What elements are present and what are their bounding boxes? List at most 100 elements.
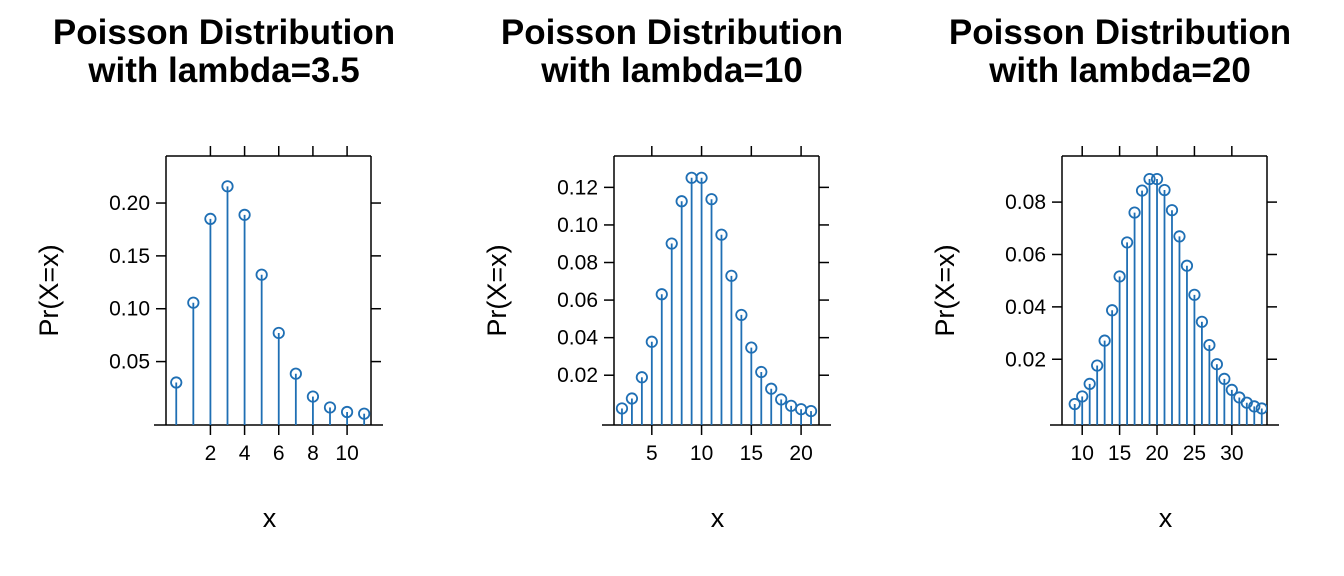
point-x11 xyxy=(358,407,371,420)
x-tick-label: 10 xyxy=(690,442,713,465)
chart-title-line: with lambda=10 xyxy=(540,51,803,90)
point-x18 xyxy=(775,393,788,406)
x-tick-label: 20 xyxy=(1145,442,1168,465)
point-x8 xyxy=(675,195,688,208)
x-tick-label: 30 xyxy=(1220,442,1243,465)
chart-title-line: Poisson Distribution xyxy=(501,13,843,52)
point-x6 xyxy=(655,288,668,301)
point-x16 xyxy=(755,365,768,379)
point-x17 xyxy=(1128,206,1141,219)
chart-title-line: Poisson Distribution xyxy=(53,13,395,52)
x-tick-label: 15 xyxy=(1108,442,1131,465)
point-x4 xyxy=(238,208,251,221)
point-x5 xyxy=(645,335,658,348)
point-x21 xyxy=(1158,183,1171,197)
x-tick-label: 20 xyxy=(789,442,812,465)
x-tick-label: 4 xyxy=(239,442,251,465)
y-tick-label: 0.08 xyxy=(1005,191,1046,214)
x-tick-label: 15 xyxy=(740,442,763,465)
point-x23 xyxy=(1173,230,1186,243)
point-x34 xyxy=(1255,402,1267,415)
point-x30 xyxy=(1225,383,1238,397)
point-x10 xyxy=(340,405,354,419)
point-x16 xyxy=(1120,236,1134,249)
point-x19 xyxy=(1143,172,1156,186)
point-x27 xyxy=(1203,339,1216,352)
point-x17 xyxy=(765,382,778,395)
point-x25 xyxy=(1188,288,1201,301)
y-axis-title: Pr(X=x) xyxy=(34,244,64,336)
point-x13 xyxy=(725,269,738,282)
point-x9 xyxy=(323,401,337,414)
point-x24 xyxy=(1180,259,1194,272)
y-tick-label: 0.10 xyxy=(557,214,598,237)
point-x11 xyxy=(1083,377,1096,390)
point-x3 xyxy=(221,180,234,193)
point-x18 xyxy=(1135,184,1149,197)
y-tick-label: 0.02 xyxy=(1005,348,1046,371)
point-x4 xyxy=(635,371,648,384)
point-x33 xyxy=(1248,400,1261,413)
point-x13 xyxy=(1098,334,1111,347)
point-x2 xyxy=(615,402,629,415)
chart-title-line: with lambda=20 xyxy=(988,51,1251,90)
x-tick-label: 8 xyxy=(307,442,319,465)
y-tick-label: 0.10 xyxy=(109,298,150,321)
y-tick-label: 0.08 xyxy=(557,252,598,275)
data-marks xyxy=(1068,172,1267,425)
point-x0 xyxy=(170,376,183,389)
point-x28 xyxy=(1210,358,1223,371)
x-axis-title: x xyxy=(711,503,725,533)
point-x15 xyxy=(745,341,758,354)
point-x10 xyxy=(1076,390,1089,403)
x-axis-title: x xyxy=(1159,503,1173,533)
point-x1 xyxy=(187,296,200,309)
point-x12 xyxy=(1091,359,1104,372)
x-tick-label: 10 xyxy=(335,442,358,465)
point-x2 xyxy=(204,212,217,225)
point-x6 xyxy=(272,326,285,340)
x-tick-label: 6 xyxy=(273,442,285,465)
y-tick-label: 0.05 xyxy=(109,351,150,374)
y-axis-title: Pr(X=x) xyxy=(482,244,512,336)
point-x7 xyxy=(665,237,678,250)
data-marks xyxy=(170,180,371,425)
x-axis-title: x xyxy=(263,503,277,533)
point-x5 xyxy=(255,268,268,281)
y-tick-label: 0.02 xyxy=(557,364,598,387)
point-x14 xyxy=(1106,304,1119,317)
point-x8 xyxy=(306,390,320,403)
y-tick-label: 0.04 xyxy=(1005,296,1046,319)
point-x14 xyxy=(735,308,748,322)
y-tick-label: 0.20 xyxy=(109,192,150,215)
point-x11 xyxy=(705,193,718,206)
chart-title-line: Poisson Distribution xyxy=(949,13,1291,52)
point-x10 xyxy=(695,171,708,184)
point-x9 xyxy=(1068,397,1081,411)
point-x15 xyxy=(1113,270,1126,283)
point-x21 xyxy=(804,404,818,418)
x-tick-label: 10 xyxy=(1071,442,1094,465)
point-x20 xyxy=(1150,172,1164,186)
point-x3 xyxy=(625,392,639,405)
x-tick-label: 2 xyxy=(205,442,217,465)
point-x12 xyxy=(715,228,728,241)
point-x26 xyxy=(1195,315,1209,328)
data-marks xyxy=(615,171,818,425)
point-x22 xyxy=(1165,204,1179,217)
point-x7 xyxy=(289,367,302,380)
y-tick-label: 0.12 xyxy=(557,176,598,199)
y-tick-label: 0.04 xyxy=(557,327,598,350)
y-tick-label: 0.06 xyxy=(1005,243,1046,266)
x-tick-label: 25 xyxy=(1183,442,1206,465)
y-tick-label: 0.06 xyxy=(557,289,598,312)
x-tick-label: 5 xyxy=(646,442,658,465)
y-tick-label: 0.15 xyxy=(109,245,150,268)
point-x29 xyxy=(1218,372,1231,386)
chart-title-line: with lambda=3.5 xyxy=(87,51,359,90)
y-axis-title: Pr(X=x) xyxy=(930,244,960,336)
